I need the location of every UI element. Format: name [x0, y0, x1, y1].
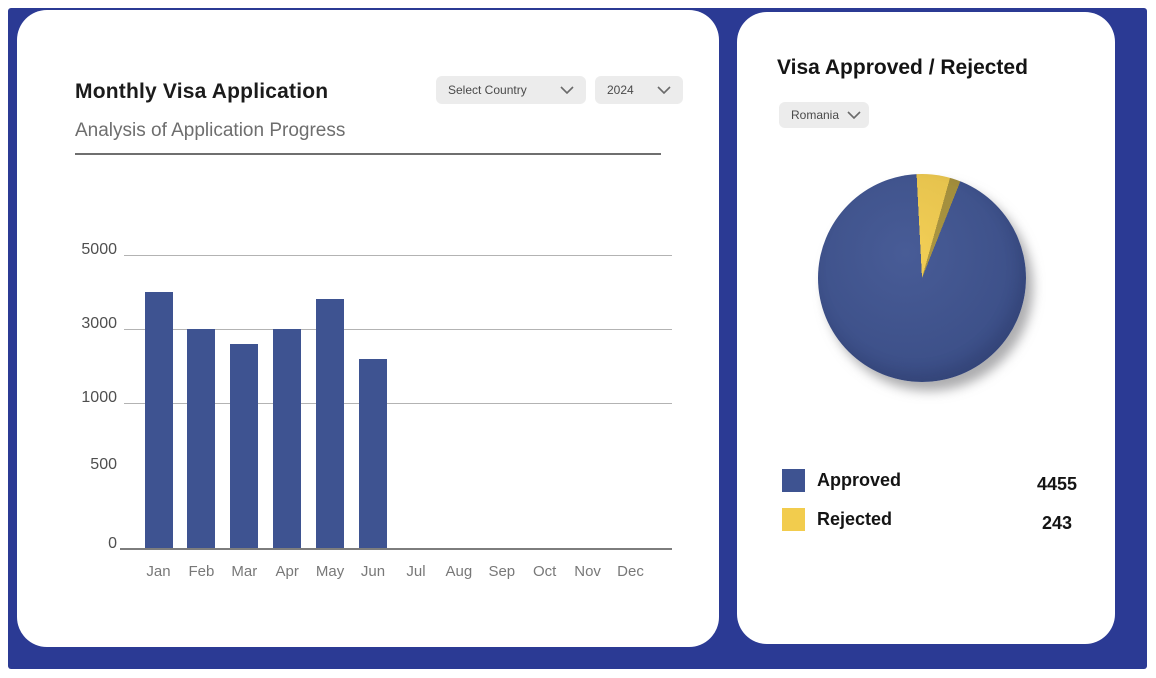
- x-axis-label-jun: Jun: [360, 563, 386, 580]
- header-divider: [75, 153, 661, 155]
- pie-country-dropdown[interactable]: Romania: [779, 102, 869, 128]
- x-axis-label-dec: Dec: [617, 563, 644, 580]
- x-axis-label-jul: Jul: [406, 563, 426, 580]
- x-axis-label-apr: Apr: [275, 563, 299, 580]
- bar-jan: [144, 292, 173, 548]
- select-country-dropdown[interactable]: Select Country: [436, 76, 586, 104]
- pie-chart-title: Visa Approved / Rejected: [777, 56, 1028, 79]
- approved-rejected-card: Visa Approved / Rejected Romania Approve…: [737, 12, 1115, 644]
- y-axis-tick-label: 0: [108, 535, 117, 552]
- approved-legend-label: Approved: [817, 470, 902, 490]
- bar-apr: [273, 329, 302, 548]
- chevron-down-icon: [657, 86, 671, 94]
- bar-feb: [187, 329, 216, 548]
- x-axis-label-oct: Oct: [533, 563, 557, 580]
- y-gridline: [124, 329, 672, 330]
- bar-jun: [359, 358, 387, 548]
- approved-rejected-pie-chart: [818, 174, 1026, 382]
- rejected-legend-swatch: [782, 508, 805, 531]
- x-axis-label-aug: Aug: [445, 563, 473, 580]
- approved-legend-swatch: [782, 469, 805, 492]
- x-axis-label-mar: Mar: [231, 563, 258, 580]
- pie-country-value: Romania: [791, 108, 840, 122]
- x-axis-label-may: May: [315, 563, 345, 580]
- x-axis-label-sep: Sep: [488, 563, 516, 580]
- y-gridline: [124, 403, 672, 404]
- chevron-down-icon: [560, 86, 574, 94]
- year-dropdown-value: 2024: [607, 83, 634, 97]
- monthly-applications-bar-chart: 0 500 1000 3000 5000 Jan Feb Mar Apr May Jun Jul Aug…: [17, 10, 719, 647]
- x-axis-line: [120, 548, 672, 550]
- monthly-visa-card: Monthly Visa Application Analysis of App…: [17, 10, 719, 647]
- bar-may: [316, 299, 345, 548]
- x-axis-label-jan: Jan: [146, 563, 171, 580]
- select-country-value: Select Country: [448, 83, 527, 97]
- x-axis-label-feb: Feb: [188, 563, 215, 580]
- y-gridline: [124, 255, 672, 256]
- page-subtitle: Analysis of Application Progress: [75, 120, 346, 141]
- rejected-count: 243: [1041, 513, 1073, 533]
- page-title: Monthly Visa Application: [75, 80, 329, 103]
- y-axis-tick-label: 3000: [81, 315, 117, 332]
- y-axis-tick-label: 500: [90, 456, 117, 473]
- y-axis-tick-label: 5000: [81, 241, 117, 258]
- y-axis-tick-label: 1000: [81, 389, 117, 406]
- chevron-down-icon: [847, 111, 861, 119]
- year-dropdown[interactable]: 2024: [595, 76, 683, 104]
- x-axis-label-nov: Nov: [574, 563, 601, 580]
- bar-mar: [230, 343, 259, 548]
- approved-count: 4455: [1036, 474, 1078, 494]
- rejected-legend-label: Rejected: [817, 509, 893, 529]
